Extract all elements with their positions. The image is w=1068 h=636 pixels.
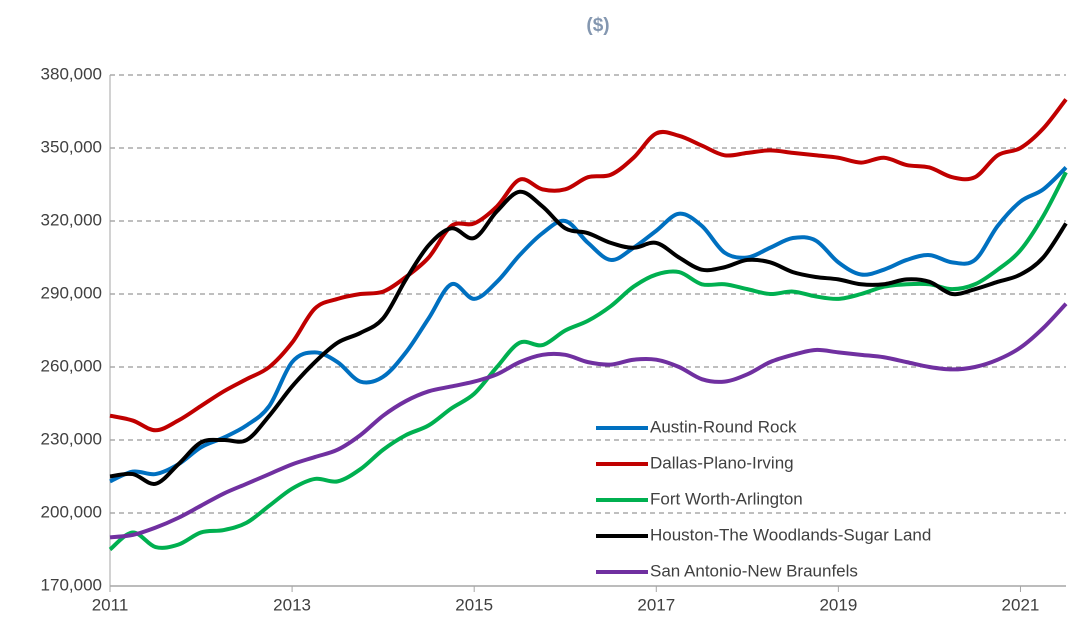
- y-tick-label: 200,000: [41, 502, 102, 521]
- y-tick-label: 260,000: [41, 356, 102, 375]
- x-tick-label: 2011: [92, 595, 129, 614]
- x-tick-label: 2017: [637, 595, 675, 614]
- x-tick-label: 2013: [273, 595, 311, 614]
- legend-label: San Antonio-New Braunfels: [650, 561, 858, 580]
- x-tick-label: 2015: [455, 595, 493, 614]
- y-tick-label: 350,000: [41, 137, 102, 156]
- y-tick-label: 170,000: [41, 575, 102, 594]
- y-tick-label: 320,000: [41, 210, 102, 229]
- chart-title: ($): [586, 15, 609, 36]
- series-line: [109, 166, 1068, 484]
- legend-label: Dallas-Plano-Irving: [650, 453, 794, 472]
- series-line: [109, 98, 1068, 433]
- series-line: [109, 189, 1068, 486]
- series-line: [108, 171, 1068, 552]
- y-tick-label: 230,000: [41, 429, 102, 448]
- legend-label: Austin-Round Rock: [650, 417, 797, 436]
- series-line: [109, 302, 1068, 540]
- x-tick-label: 2021: [1002, 595, 1040, 614]
- legend-label: Houston-The Woodlands-Sugar Land: [650, 525, 931, 544]
- y-tick-label: 380,000: [41, 64, 102, 83]
- y-tick-label: 290,000: [41, 283, 102, 302]
- x-tick-label: 2019: [819, 595, 857, 614]
- legend-label: Fort Worth-Arlington: [650, 489, 803, 508]
